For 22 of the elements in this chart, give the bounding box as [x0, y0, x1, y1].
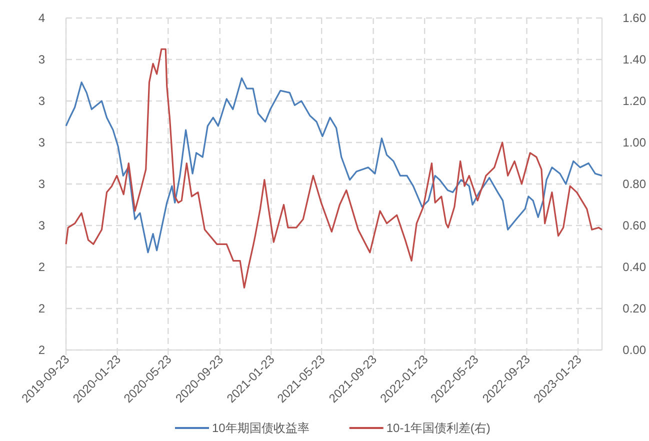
- y-tick-label: 3: [38, 94, 46, 108]
- y2-tick-label: 1.00: [622, 136, 646, 150]
- line-series: [65, 48, 603, 289]
- y2-tick-label: 1.20: [622, 94, 646, 108]
- y-tick-label: 2: [38, 302, 46, 316]
- y2-tick-label: 0.20: [622, 302, 646, 316]
- y2-tick-label: 0.40: [622, 260, 646, 274]
- y2-tick-label: 1.40: [622, 52, 646, 66]
- y2-tick-label: 0.00: [622, 343, 646, 357]
- y-tick-label: 2: [38, 260, 46, 274]
- line-series: [65, 77, 603, 254]
- legend-label: 10年期国债收益率: [212, 421, 310, 435]
- y-tick-label: 3: [38, 136, 46, 150]
- y-tick-label: 2: [38, 343, 46, 357]
- y2-tick-label: 0.60: [622, 218, 646, 232]
- y2-tick-label: 0.80: [622, 177, 646, 191]
- y-tick-label: 4: [38, 11, 46, 25]
- y-tick-label: 3: [38, 218, 46, 232]
- y-tick-label: 3: [38, 52, 46, 66]
- y-tick-label: 3: [38, 177, 46, 191]
- legend-label: 10-1年国债利差(右): [386, 421, 490, 435]
- y2-tick-label: 1.60: [622, 11, 646, 25]
